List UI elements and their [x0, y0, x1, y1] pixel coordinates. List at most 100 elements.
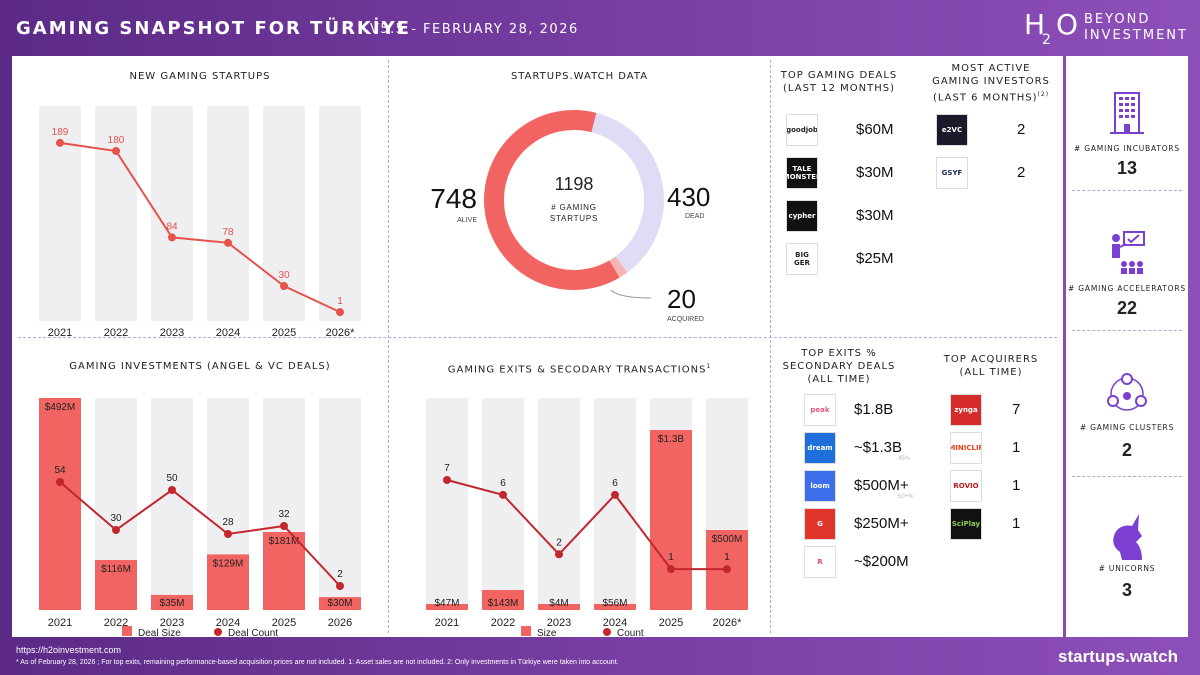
bigger-logo-icon: BIG GER — [786, 243, 818, 275]
x-tick-label: 2026* — [713, 617, 742, 629]
count-label: 6 — [612, 478, 618, 489]
bar-label: $181M — [269, 536, 300, 547]
bar-label: $30M — [327, 598, 352, 609]
x-tick-label: 2024 — [603, 617, 627, 629]
column-background — [207, 106, 249, 321]
list-item[interactable]: ROVIO 1 — [950, 470, 1050, 504]
list-item[interactable]: BIG GER $25M — [786, 243, 916, 277]
legend-marker — [603, 628, 611, 636]
list-item[interactable]: dream ~$1.3B 45% — [804, 432, 954, 466]
bar-label: $143M — [488, 598, 519, 609]
column-background — [594, 398, 636, 610]
count-point — [667, 565, 675, 574]
stats-column: # GAMING INCUBATORS 13 # GAMING ACCELERA… — [1066, 56, 1188, 637]
count-point — [336, 582, 344, 590]
series-line — [59, 141, 341, 314]
stats-divider-2 — [1072, 330, 1182, 331]
list-item[interactable]: G $250M+ — [804, 508, 954, 542]
top-exits-list: peak $1.8B dream ~$1.3B 45% loom $500M+ 50+% G $2… — [804, 394, 954, 594]
column-background — [151, 398, 193, 610]
accelerators-value: 22 — [1116, 298, 1138, 318]
investments-combo-chart: $492M2021$116M2022$35M2023$129M2024$181M… — [39, 398, 361, 636]
list-item[interactable]: loom $500M+ 50+% — [804, 470, 954, 504]
data-point — [336, 308, 344, 317]
bar — [263, 532, 305, 610]
x-tick-label: 2023 — [160, 617, 184, 629]
list-item[interactable]: SciPlay 1 — [950, 508, 1050, 542]
column-background — [319, 398, 361, 610]
bar — [426, 604, 468, 610]
data-point — [224, 238, 232, 247]
list-item[interactable]: R ~$200M — [804, 546, 954, 580]
investors-title: MOST ACTIVE GAMING INVESTORS (LAST 6 MON… — [924, 62, 1058, 104]
investments-title: GAMING INVESTMENTS (ANGEL & VC DEALS) — [69, 361, 331, 372]
legend-label: Size — [537, 628, 557, 636]
network-cluster-icon — [1107, 373, 1147, 411]
investors-title-line2: GAMING INVESTORS — [932, 76, 1050, 87]
peak-logo-icon: peak — [804, 394, 836, 426]
list-item[interactable]: MINICLIP 1 — [950, 432, 1050, 466]
bar-label: $1.3B — [658, 434, 684, 445]
legend-label: Deal Count — [228, 628, 278, 636]
divider-v1 — [388, 60, 389, 633]
bar — [482, 590, 524, 610]
acquired-leader-line — [610, 289, 652, 299]
logo-2: 2 — [1042, 32, 1051, 48]
list-item-note: 50+% — [898, 494, 914, 500]
count-point — [280, 522, 288, 530]
exits-combo-chart: $47M 2021 $143M 2022 $4M 2023 $56M 2024 $1.3B 202… — [426, 398, 748, 636]
list-item[interactable]: TALE MONSTER $30M — [786, 157, 916, 191]
list-item[interactable]: GSYF 2 — [936, 157, 1056, 191]
donut-center-label: # GAMING — [551, 203, 597, 212]
list-item[interactable]: cypher $30M — [786, 200, 916, 234]
list-item[interactable]: zynga 7 — [950, 394, 1050, 428]
x-tick-label: 2021 — [435, 617, 459, 629]
list-item-value: 1 — [1012, 515, 1021, 532]
top-exits-title-line1: TOP EXITS % — [801, 348, 877, 359]
x-tick-label: 2025 — [272, 327, 296, 336]
list-item-value: 2 — [1017, 164, 1026, 181]
list-item-note: 45% — [898, 456, 911, 462]
bar — [207, 554, 249, 610]
bar — [650, 430, 692, 610]
list-item-value: ~$1.3B — [854, 439, 902, 456]
bar-label: $116M — [101, 564, 131, 575]
list-item-value: $250M+ — [854, 515, 909, 532]
list-item-value: $30M — [856, 207, 894, 224]
legend-marker — [214, 628, 222, 636]
acquirers-title: TOP ACQUIRERS (ALL TIME) — [924, 353, 1058, 379]
list-item[interactable]: goodjob $60M — [786, 114, 916, 148]
list-item-value: $30M — [856, 164, 894, 181]
count-point — [723, 565, 731, 574]
legend-swatch — [122, 626, 132, 636]
building-icon — [1110, 92, 1144, 134]
gsyf-logo-icon: GSYF — [936, 157, 968, 189]
startups-title: NEW GAMING STARTUPS — [129, 71, 271, 82]
list-item[interactable]: peak $1.8B — [804, 394, 954, 428]
x-tick-label: 2025 — [272, 617, 296, 629]
count-label: 54 — [54, 465, 66, 476]
bar — [319, 597, 361, 610]
list-item[interactable]: e2VC 2 — [936, 114, 1056, 148]
bar — [95, 560, 137, 610]
gram-games-logo-icon: G — [804, 508, 836, 540]
investors-footnote-mark: (2) — [1037, 91, 1050, 98]
h2o-logo[interactable]: H 2 O BEYOND INVESTMENT — [1024, 8, 1194, 52]
data-label: 78 — [222, 227, 234, 238]
count-point — [443, 476, 451, 484]
tale-monster-logo-icon: TALE MONSTER — [786, 157, 818, 189]
footer-note: * As of February 28, 2026 ; For top exit… — [16, 659, 619, 666]
rollic-logo-icon: R — [804, 546, 836, 578]
sw-title: STARTUPS.WATCH DATA — [510, 71, 649, 82]
top-deals-title-line2: (LAST 12 MONTHS) — [783, 83, 895, 94]
footer-url-link[interactable]: https://h2oinvestment.com — [16, 645, 122, 655]
donut-slice — [591, 112, 664, 273]
logo-investment: INVESTMENT — [1084, 28, 1188, 43]
count-label: 1 — [724, 552, 730, 563]
data-point — [280, 282, 288, 290]
column-background — [538, 398, 580, 610]
x-tick-label: 2022 — [104, 327, 128, 336]
count-point — [499, 490, 507, 499]
clusters-value: 2 — [1121, 440, 1132, 460]
